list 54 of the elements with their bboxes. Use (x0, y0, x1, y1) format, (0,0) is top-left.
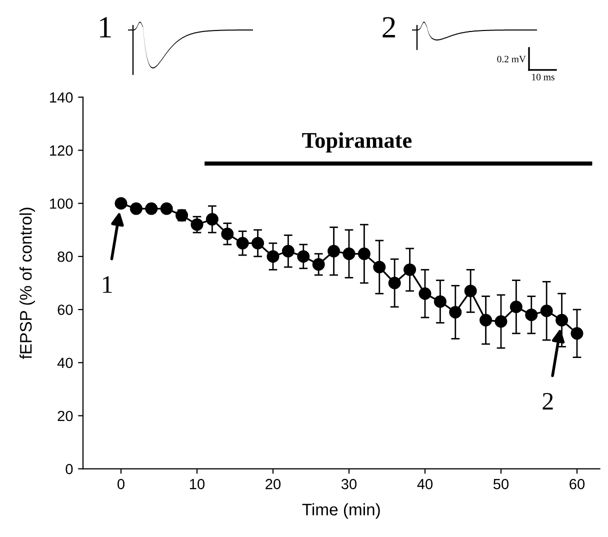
y-tick-label: 40 (57, 358, 73, 368)
y-tick-label: 0 (66, 464, 73, 474)
x-tick-label: 50 (493, 478, 509, 490)
point (114, 197, 128, 210)
x-tick-label: 10 (190, 478, 205, 490)
point (464, 284, 477, 298)
point (570, 327, 584, 340)
point (221, 228, 234, 240)
point (252, 236, 264, 250)
point (373, 260, 386, 274)
y-tick-label: 60 (58, 304, 73, 315)
annotation: 1 (103, 276, 112, 293)
point (145, 202, 158, 215)
y-axis-title: fEPSP (% of control) (20, 208, 36, 360)
series-label: Topiramate (302, 132, 412, 152)
point (494, 315, 508, 328)
y-tick-label: 80 (58, 252, 73, 262)
point (556, 314, 568, 326)
y-tick-label: 140 (50, 92, 73, 103)
point (282, 244, 294, 258)
point (510, 300, 522, 314)
y-tick-label: 100 (50, 198, 73, 209)
point (540, 304, 553, 318)
point (312, 258, 325, 271)
point (297, 250, 310, 263)
point (404, 263, 416, 276)
point (449, 306, 462, 318)
x-axis-title: Time (min) (302, 503, 380, 519)
text: 10 ms (532, 74, 554, 80)
y-tick-label: 120 (50, 145, 73, 156)
point (328, 244, 340, 258)
x-tick-label: 30 (341, 478, 357, 490)
point (358, 248, 370, 260)
point (190, 218, 204, 231)
point (480, 314, 492, 326)
point (418, 287, 432, 300)
annotation: 2 (542, 392, 553, 410)
x-tick-label: 20 (266, 478, 281, 490)
point (160, 202, 173, 215)
text: 0.2 mV (497, 56, 526, 62)
y-tick-label: 20 (58, 410, 73, 422)
point (525, 308, 538, 322)
point (206, 213, 218, 226)
point (434, 295, 446, 308)
point (236, 236, 249, 250)
point (130, 202, 142, 215)
point (388, 276, 401, 290)
text: 1 (100, 17, 111, 38)
text: 2 (382, 17, 395, 38)
point (342, 248, 356, 260)
x-tick-label: 40 (417, 478, 433, 490)
x-tick-label: 0 (118, 478, 124, 490)
x-tick-label: 60 (570, 478, 585, 490)
point (266, 250, 280, 263)
